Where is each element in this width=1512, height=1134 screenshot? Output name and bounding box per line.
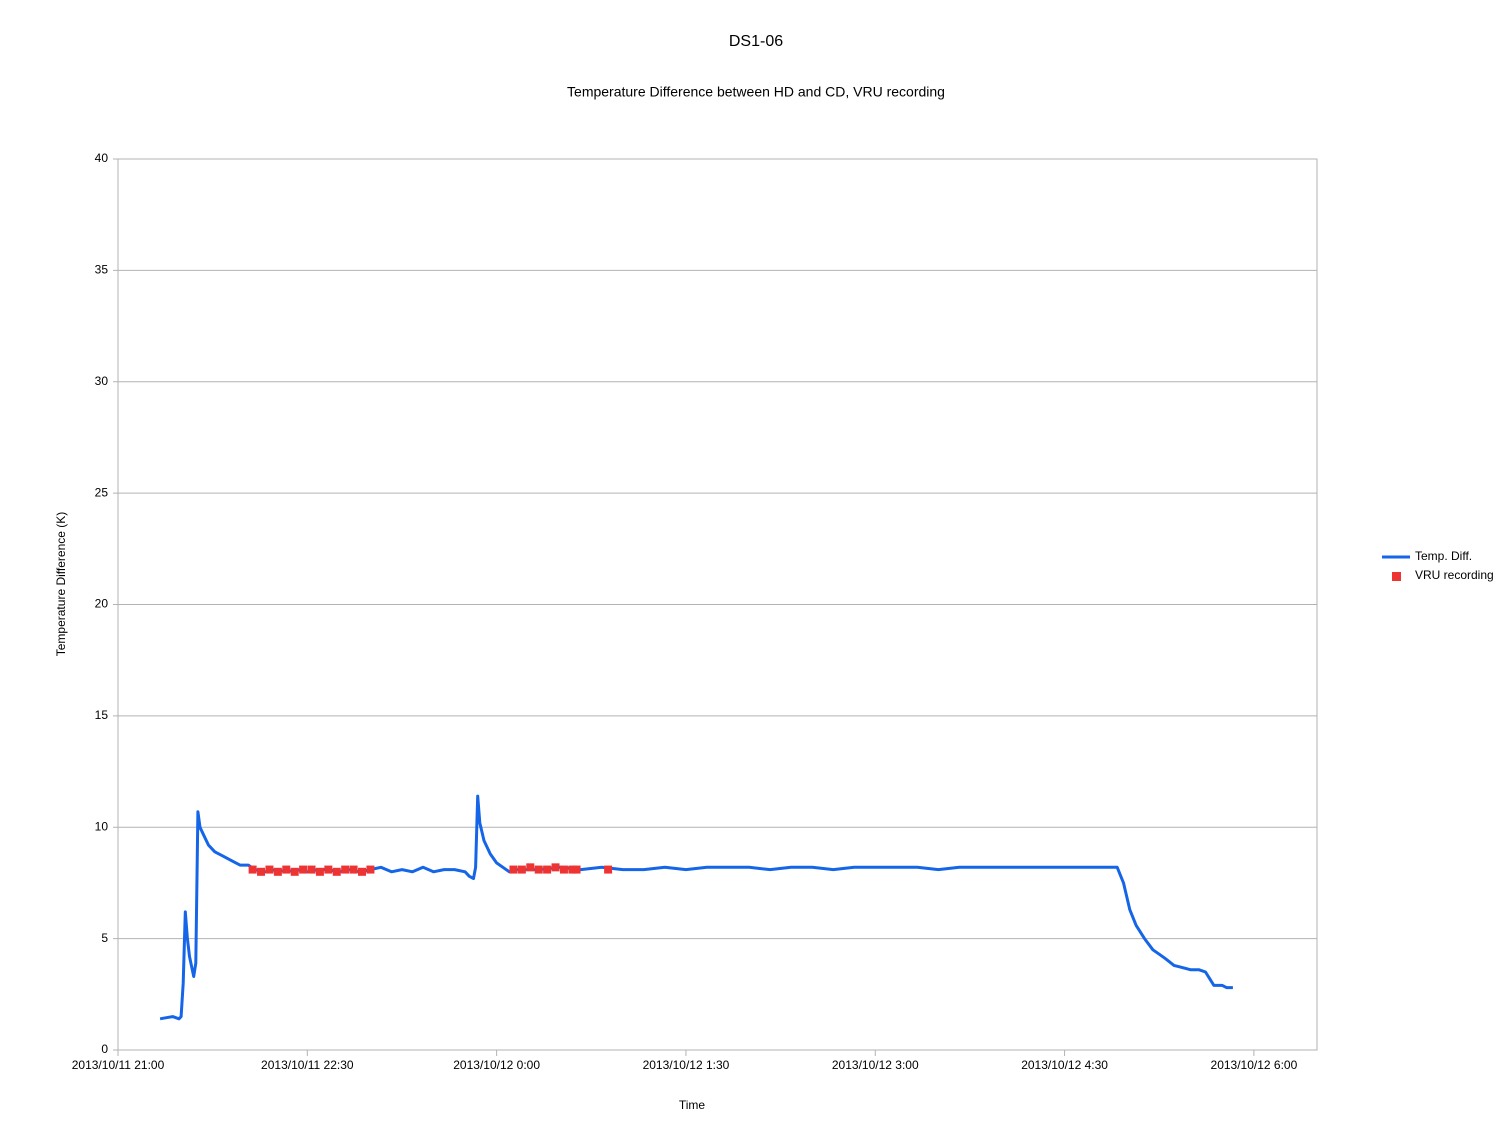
legend-label: Temp. Diff. <box>1415 549 1472 563</box>
data-marker <box>265 865 274 874</box>
data-marker <box>299 865 308 874</box>
data-marker <box>604 865 613 874</box>
y-tick-label: 40 <box>95 151 109 165</box>
chart-subtitle: Temperature Difference between HD and CD… <box>567 84 945 100</box>
x-axis-label: Time <box>679 1098 706 1112</box>
y-tick-label: 0 <box>101 1042 108 1056</box>
data-marker <box>248 865 257 874</box>
y-axis-label: Temperature Difference (K) <box>54 512 68 657</box>
data-marker <box>349 865 358 874</box>
y-tick-label: 15 <box>95 708 109 722</box>
data-marker <box>517 865 526 874</box>
data-marker <box>568 865 577 874</box>
data-marker <box>543 865 552 874</box>
data-line <box>159 794 1233 1021</box>
data-marker <box>559 865 568 874</box>
data-marker <box>307 865 316 874</box>
x-tick-label: 2013/10/12 4:30 <box>1021 1058 1108 1072</box>
data-marker <box>572 865 581 874</box>
data-marker <box>509 865 518 874</box>
data-marker <box>290 867 299 876</box>
data-marker <box>366 865 375 874</box>
data-marker <box>526 863 535 872</box>
x-tick-label: 2013/10/12 6:00 <box>1211 1058 1298 1072</box>
legend-label: VRU recording <box>1415 568 1494 582</box>
data-marker <box>534 865 543 874</box>
data-marker <box>551 863 560 872</box>
y-tick-label: 30 <box>95 374 109 388</box>
data-marker <box>324 865 333 874</box>
x-tick-label: 2013/10/11 22:30 <box>261 1058 354 1072</box>
data-marker <box>341 865 350 874</box>
data-marker <box>282 865 291 874</box>
data-marker <box>257 867 266 876</box>
x-tick-label: 2013/10/11 21:00 <box>72 1058 165 1072</box>
y-tick-label: 25 <box>95 485 109 499</box>
chart-title: DS1-06 <box>729 33 783 50</box>
legend-swatch <box>1392 572 1401 581</box>
data-marker <box>332 867 341 876</box>
y-tick-label: 35 <box>95 263 109 277</box>
data-marker <box>358 867 367 876</box>
data-marker <box>315 867 324 876</box>
y-tick-label: 20 <box>95 597 109 611</box>
x-tick-label: 2013/10/12 0:00 <box>453 1058 540 1072</box>
data-marker <box>273 867 282 876</box>
y-tick-label: 5 <box>101 931 108 945</box>
x-tick-label: 2013/10/12 1:30 <box>643 1058 730 1072</box>
y-tick-label: 10 <box>95 819 109 833</box>
x-tick-label: 2013/10/12 3:00 <box>832 1058 919 1072</box>
